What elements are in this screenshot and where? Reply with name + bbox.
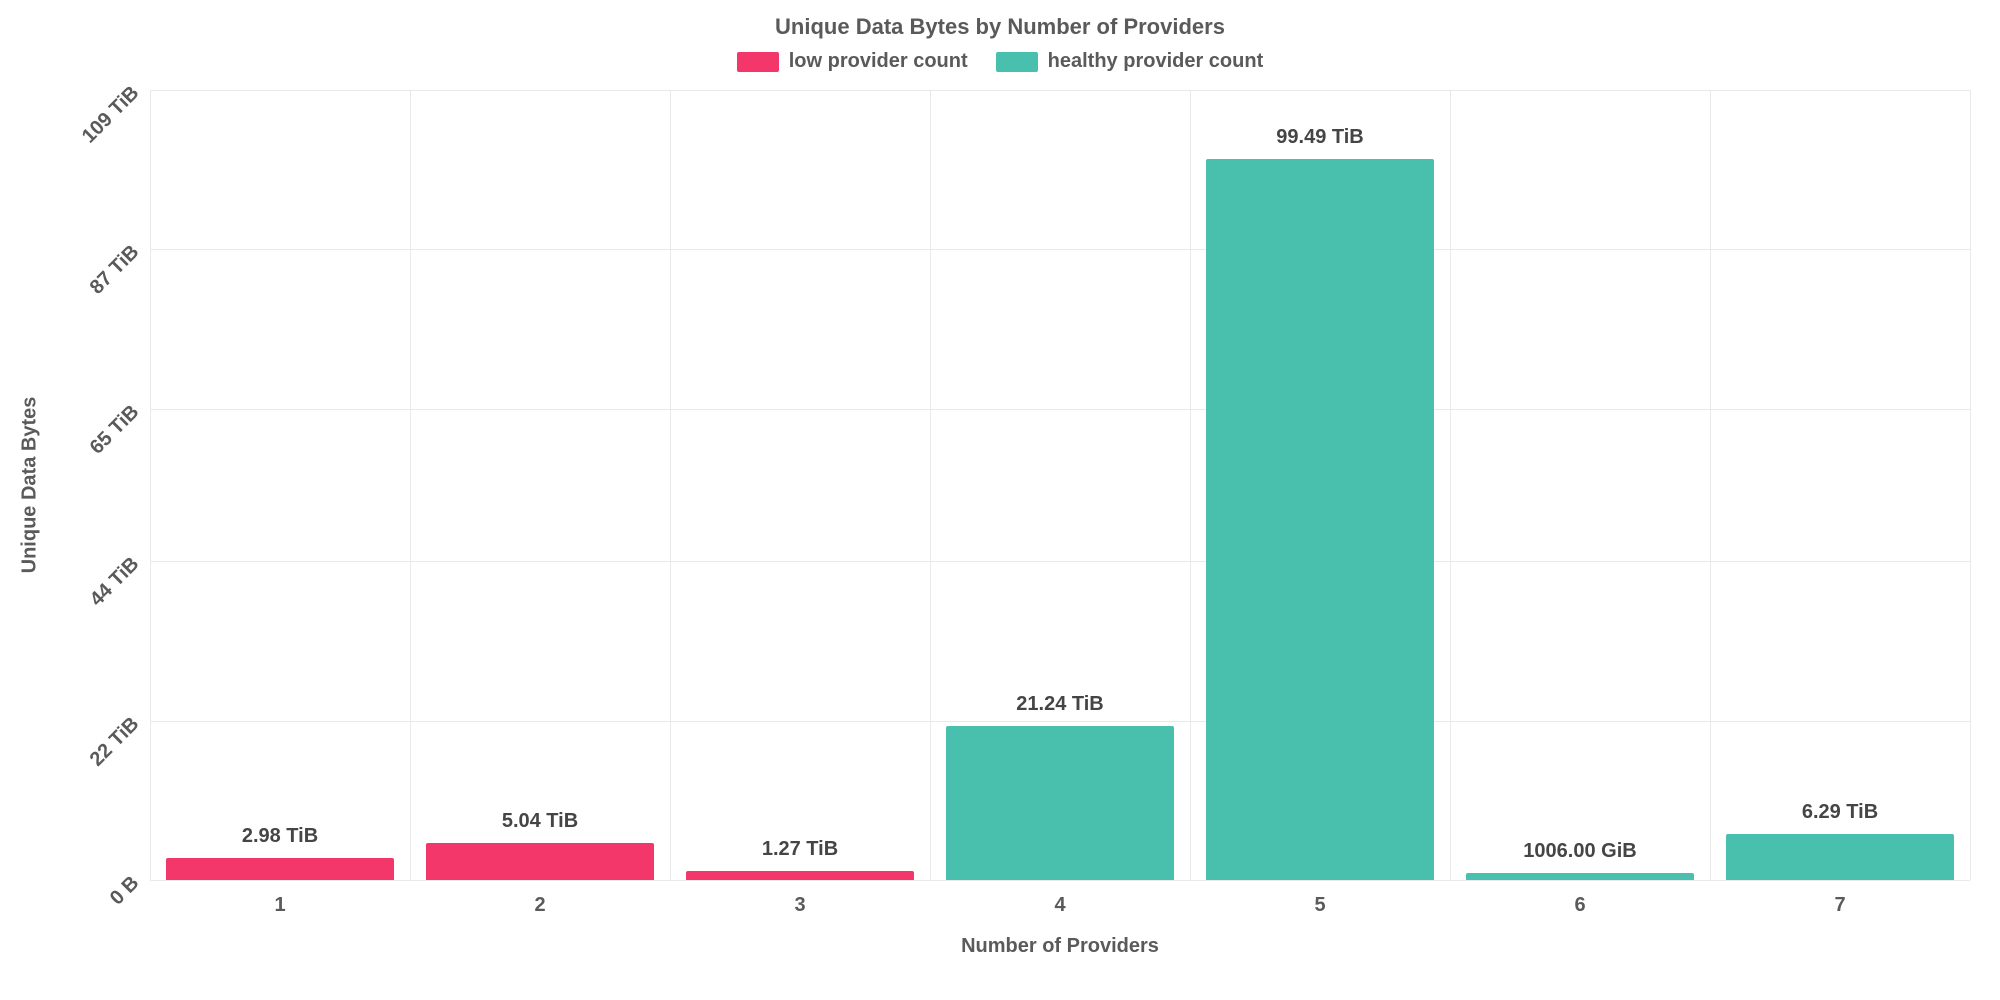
grid-line-vertical	[1710, 90, 1711, 880]
legend-item[interactable]: low provider count	[737, 50, 968, 73]
grid-line-vertical	[410, 90, 411, 880]
plot-area: 0 B22 TiB44 TiB65 TiB87 TiB109 TiB123456…	[150, 90, 1970, 880]
x-tick-label: 1	[274, 894, 285, 917]
grid-line-horizontal	[150, 880, 1970, 881]
grid-line-vertical	[150, 90, 151, 880]
legend-swatch	[996, 52, 1038, 72]
bar[interactable]	[1206, 159, 1435, 880]
legend-label: low provider count	[789, 50, 968, 73]
grid-line-horizontal	[150, 409, 1970, 410]
x-tick-label: 3	[794, 894, 805, 917]
bar-value-label: 6.29 TiB	[1802, 801, 1878, 824]
bar[interactable]	[946, 726, 1175, 880]
y-tick-label: 44 TiB	[86, 553, 144, 611]
bar[interactable]	[686, 871, 915, 880]
grid-line-vertical	[1450, 90, 1451, 880]
bar-value-label: 5.04 TiB	[502, 810, 578, 833]
x-tick-label: 5	[1314, 894, 1325, 917]
grid-line-horizontal	[150, 249, 1970, 250]
legend-item[interactable]: healthy provider count	[996, 50, 1264, 73]
grid-line-horizontal	[150, 90, 1970, 91]
x-tick-label: 4	[1054, 894, 1065, 917]
bar-value-label: 1006.00 GiB	[1523, 840, 1636, 863]
legend-label: healthy provider count	[1048, 50, 1264, 73]
x-tick-label: 7	[1834, 894, 1845, 917]
chart-title: Unique Data Bytes by Number of Providers	[0, 0, 2000, 40]
grid-line-horizontal	[150, 721, 1970, 722]
grid-line-vertical	[1970, 90, 1971, 880]
y-tick-label: 22 TiB	[86, 712, 144, 770]
chart-container: Unique Data Bytes by Number of Providers…	[0, 0, 2000, 1000]
grid-line-vertical	[670, 90, 671, 880]
legend: low provider count healthy provider count	[0, 50, 2000, 73]
grid-line-vertical	[1190, 90, 1191, 880]
legend-swatch	[737, 52, 779, 72]
bar-value-label: 21.24 TiB	[1016, 693, 1103, 716]
x-tick-label: 6	[1574, 894, 1585, 917]
bar-value-label: 1.27 TiB	[762, 838, 838, 861]
bar-value-label: 99.49 TiB	[1276, 126, 1363, 149]
grid-line-vertical	[930, 90, 931, 880]
y-axis-title: Unique Data Bytes	[19, 397, 42, 574]
y-tick-label: 0 B	[106, 872, 144, 910]
bar[interactable]	[166, 858, 395, 880]
bar-value-label: 2.98 TiB	[242, 825, 318, 848]
y-tick-label: 87 TiB	[86, 241, 144, 299]
bar[interactable]	[1466, 873, 1695, 880]
y-tick-label: 65 TiB	[86, 401, 144, 459]
x-axis-title: Number of Providers	[961, 935, 1159, 958]
x-tick-label: 2	[534, 894, 545, 917]
bar[interactable]	[1726, 834, 1955, 880]
y-tick-label: 109 TiB	[78, 82, 144, 148]
bar[interactable]	[426, 843, 655, 880]
grid-line-horizontal	[150, 561, 1970, 562]
